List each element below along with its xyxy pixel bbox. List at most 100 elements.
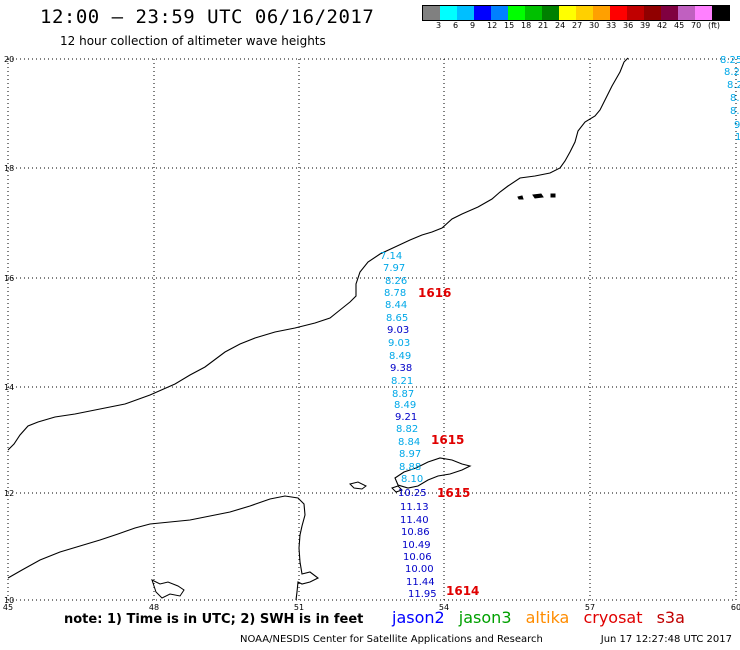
colorbar-label: 24 bbox=[555, 21, 566, 30]
colorbar-label: 70 bbox=[691, 21, 702, 30]
latitude-labels: 20 18 16 14 12 10 bbox=[4, 55, 14, 605]
colorbar-swatch bbox=[525, 6, 542, 20]
swh-value-label: 8.49 bbox=[394, 400, 416, 411]
lon-tick-label: 48 bbox=[149, 603, 159, 612]
colorbar-label: 45 bbox=[674, 21, 685, 30]
colorbar-swatch bbox=[644, 6, 661, 20]
colorbar-swatch bbox=[508, 6, 525, 20]
colorbar-swatch bbox=[695, 6, 712, 20]
pass-times: 1616 1615 1615 1614 bbox=[418, 286, 479, 598]
lon-tick-label: 60 bbox=[731, 603, 740, 612]
swh-value-label: 8.26 bbox=[385, 276, 407, 287]
legend-altika: altika bbox=[525, 608, 570, 627]
lat-tick-label: 14 bbox=[4, 383, 14, 392]
colorbar-label: 15 bbox=[504, 21, 515, 30]
colorbar-swatch bbox=[542, 6, 559, 20]
colorbar-swatch bbox=[474, 6, 491, 20]
colorbar bbox=[422, 5, 730, 21]
edge-track: 8.258.28.28.8.91 bbox=[720, 55, 740, 143]
swh-value-label: 8.2 bbox=[724, 67, 740, 78]
lat-tick-label: 10 bbox=[4, 596, 14, 605]
swh-value-label: 10.49 bbox=[402, 540, 431, 551]
coastline-africa bbox=[7, 495, 320, 601]
swh-value-label: 7.97 bbox=[383, 263, 405, 274]
units-note: note: 1) Time is in UTC; 2) SWH is in fe… bbox=[64, 612, 364, 627]
swh-value-label: 10.06 bbox=[403, 552, 432, 563]
swh-value-label: 8.88 bbox=[399, 462, 421, 473]
pass-time-label: 1615 bbox=[437, 486, 470, 500]
lat-tick-label: 12 bbox=[4, 489, 14, 498]
colorbar-swatch bbox=[610, 6, 627, 20]
page-subtitle: 12 hour collection of altimeter wave hei… bbox=[60, 34, 326, 48]
socotra-island bbox=[394, 457, 472, 489]
colorbar-label: 21 bbox=[538, 21, 549, 30]
swh-value-label: 7.14 bbox=[380, 251, 402, 262]
colorbar-swatch bbox=[678, 6, 695, 20]
colorbar-swatch bbox=[593, 6, 610, 20]
swh-value-label: 8.84 bbox=[398, 437, 420, 448]
swh-value-label: 11.40 bbox=[400, 515, 429, 526]
colorbar-swatch bbox=[627, 6, 644, 20]
swh-value-label: 9.38 bbox=[390, 363, 412, 374]
small-island bbox=[151, 579, 185, 599]
swh-value-label: 10.25 bbox=[398, 488, 427, 499]
swh-value-label: 10.86 bbox=[401, 527, 430, 538]
swh-value-label: 11.95 bbox=[408, 589, 437, 600]
lon-tick-label: 54 bbox=[439, 603, 449, 612]
lat-tick-label: 20 bbox=[4, 55, 14, 64]
swh-track: 7.147.978.268.788.448.659.039.038.499.38… bbox=[380, 251, 437, 600]
colorbar-label: 30 bbox=[589, 21, 600, 30]
swh-value-label: 9 bbox=[734, 120, 740, 131]
swh-value-label: 8. bbox=[730, 93, 740, 104]
satellite-legend: jason2 jason3 altika cryosat s3a bbox=[392, 608, 694, 627]
swh-value-label: 8.2 bbox=[727, 80, 740, 91]
colorbar-swatch bbox=[491, 6, 508, 20]
footer-timestamp: Jun 17 12:27:48 UTC 2017 bbox=[600, 634, 732, 645]
lon-tick-label: 51 bbox=[294, 603, 304, 612]
legend-jason3: jason3 bbox=[458, 608, 512, 627]
colorbar-label: (ft) bbox=[708, 21, 721, 30]
swh-value-label: 8.82 bbox=[396, 424, 418, 435]
swh-value-label: 11.44 bbox=[406, 577, 435, 588]
swh-value-label: 10.00 bbox=[405, 564, 434, 575]
swh-value-label: 8.49 bbox=[389, 351, 411, 362]
colorbar-label: 42 bbox=[657, 21, 668, 30]
swh-value-label: 11.13 bbox=[400, 502, 429, 513]
swh-value-label: 8.44 bbox=[385, 300, 407, 311]
coastline-arabia bbox=[7, 57, 629, 451]
longitude-labels: 45 48 51 54 57 60 bbox=[3, 603, 740, 612]
pass-time-label: 1614 bbox=[446, 584, 479, 598]
swh-value-label: 8.78 bbox=[384, 288, 406, 299]
colorbar-swatch bbox=[457, 6, 474, 20]
kuria-muria-islands bbox=[517, 193, 556, 200]
colorbar-swatch bbox=[440, 6, 457, 20]
swh-value-label: 8.97 bbox=[399, 449, 421, 460]
legend-jason2: jason2 bbox=[392, 608, 445, 627]
graticule bbox=[7, 58, 737, 601]
swh-value-label: 8. bbox=[730, 106, 740, 117]
page-title: 12:00 – 23:59 UTC 06/16/2017 bbox=[40, 6, 375, 28]
colorbar-swatch bbox=[661, 6, 678, 20]
swh-value-label: 9.03 bbox=[387, 325, 409, 336]
swh-value-label: 9.03 bbox=[388, 338, 410, 349]
colorbar-label: 12 bbox=[487, 21, 498, 30]
colorbar-label: 3 bbox=[436, 21, 442, 30]
swh-value-label: 8.25 bbox=[720, 55, 740, 66]
small-island bbox=[391, 485, 403, 493]
lon-tick-label: 45 bbox=[3, 603, 13, 612]
colorbar-label: 6 bbox=[453, 21, 459, 30]
swh-value-label: 8.21 bbox=[391, 376, 413, 387]
swh-value-label: 9.21 bbox=[395, 412, 417, 423]
colorbar-label: 39 bbox=[640, 21, 651, 30]
swh-value-label: 8.65 bbox=[386, 313, 408, 324]
legend-s3a: s3a bbox=[656, 608, 685, 627]
swh-value-label: 1 bbox=[735, 132, 740, 143]
colorbar-label: 36 bbox=[623, 21, 634, 30]
pass-time-label: 1616 bbox=[418, 286, 451, 300]
lat-tick-label: 18 bbox=[4, 164, 14, 173]
colorbar-swatch bbox=[712, 6, 729, 20]
footer-credit: NOAA/NESDIS Center for Satellite Applica… bbox=[240, 634, 543, 645]
colorbar-label: 18 bbox=[521, 21, 532, 30]
colorbar-labels: 3 6 9 12 15 18 21 24 27 30 33 36 39 42 45 70 (ft) bbox=[422, 21, 740, 35]
